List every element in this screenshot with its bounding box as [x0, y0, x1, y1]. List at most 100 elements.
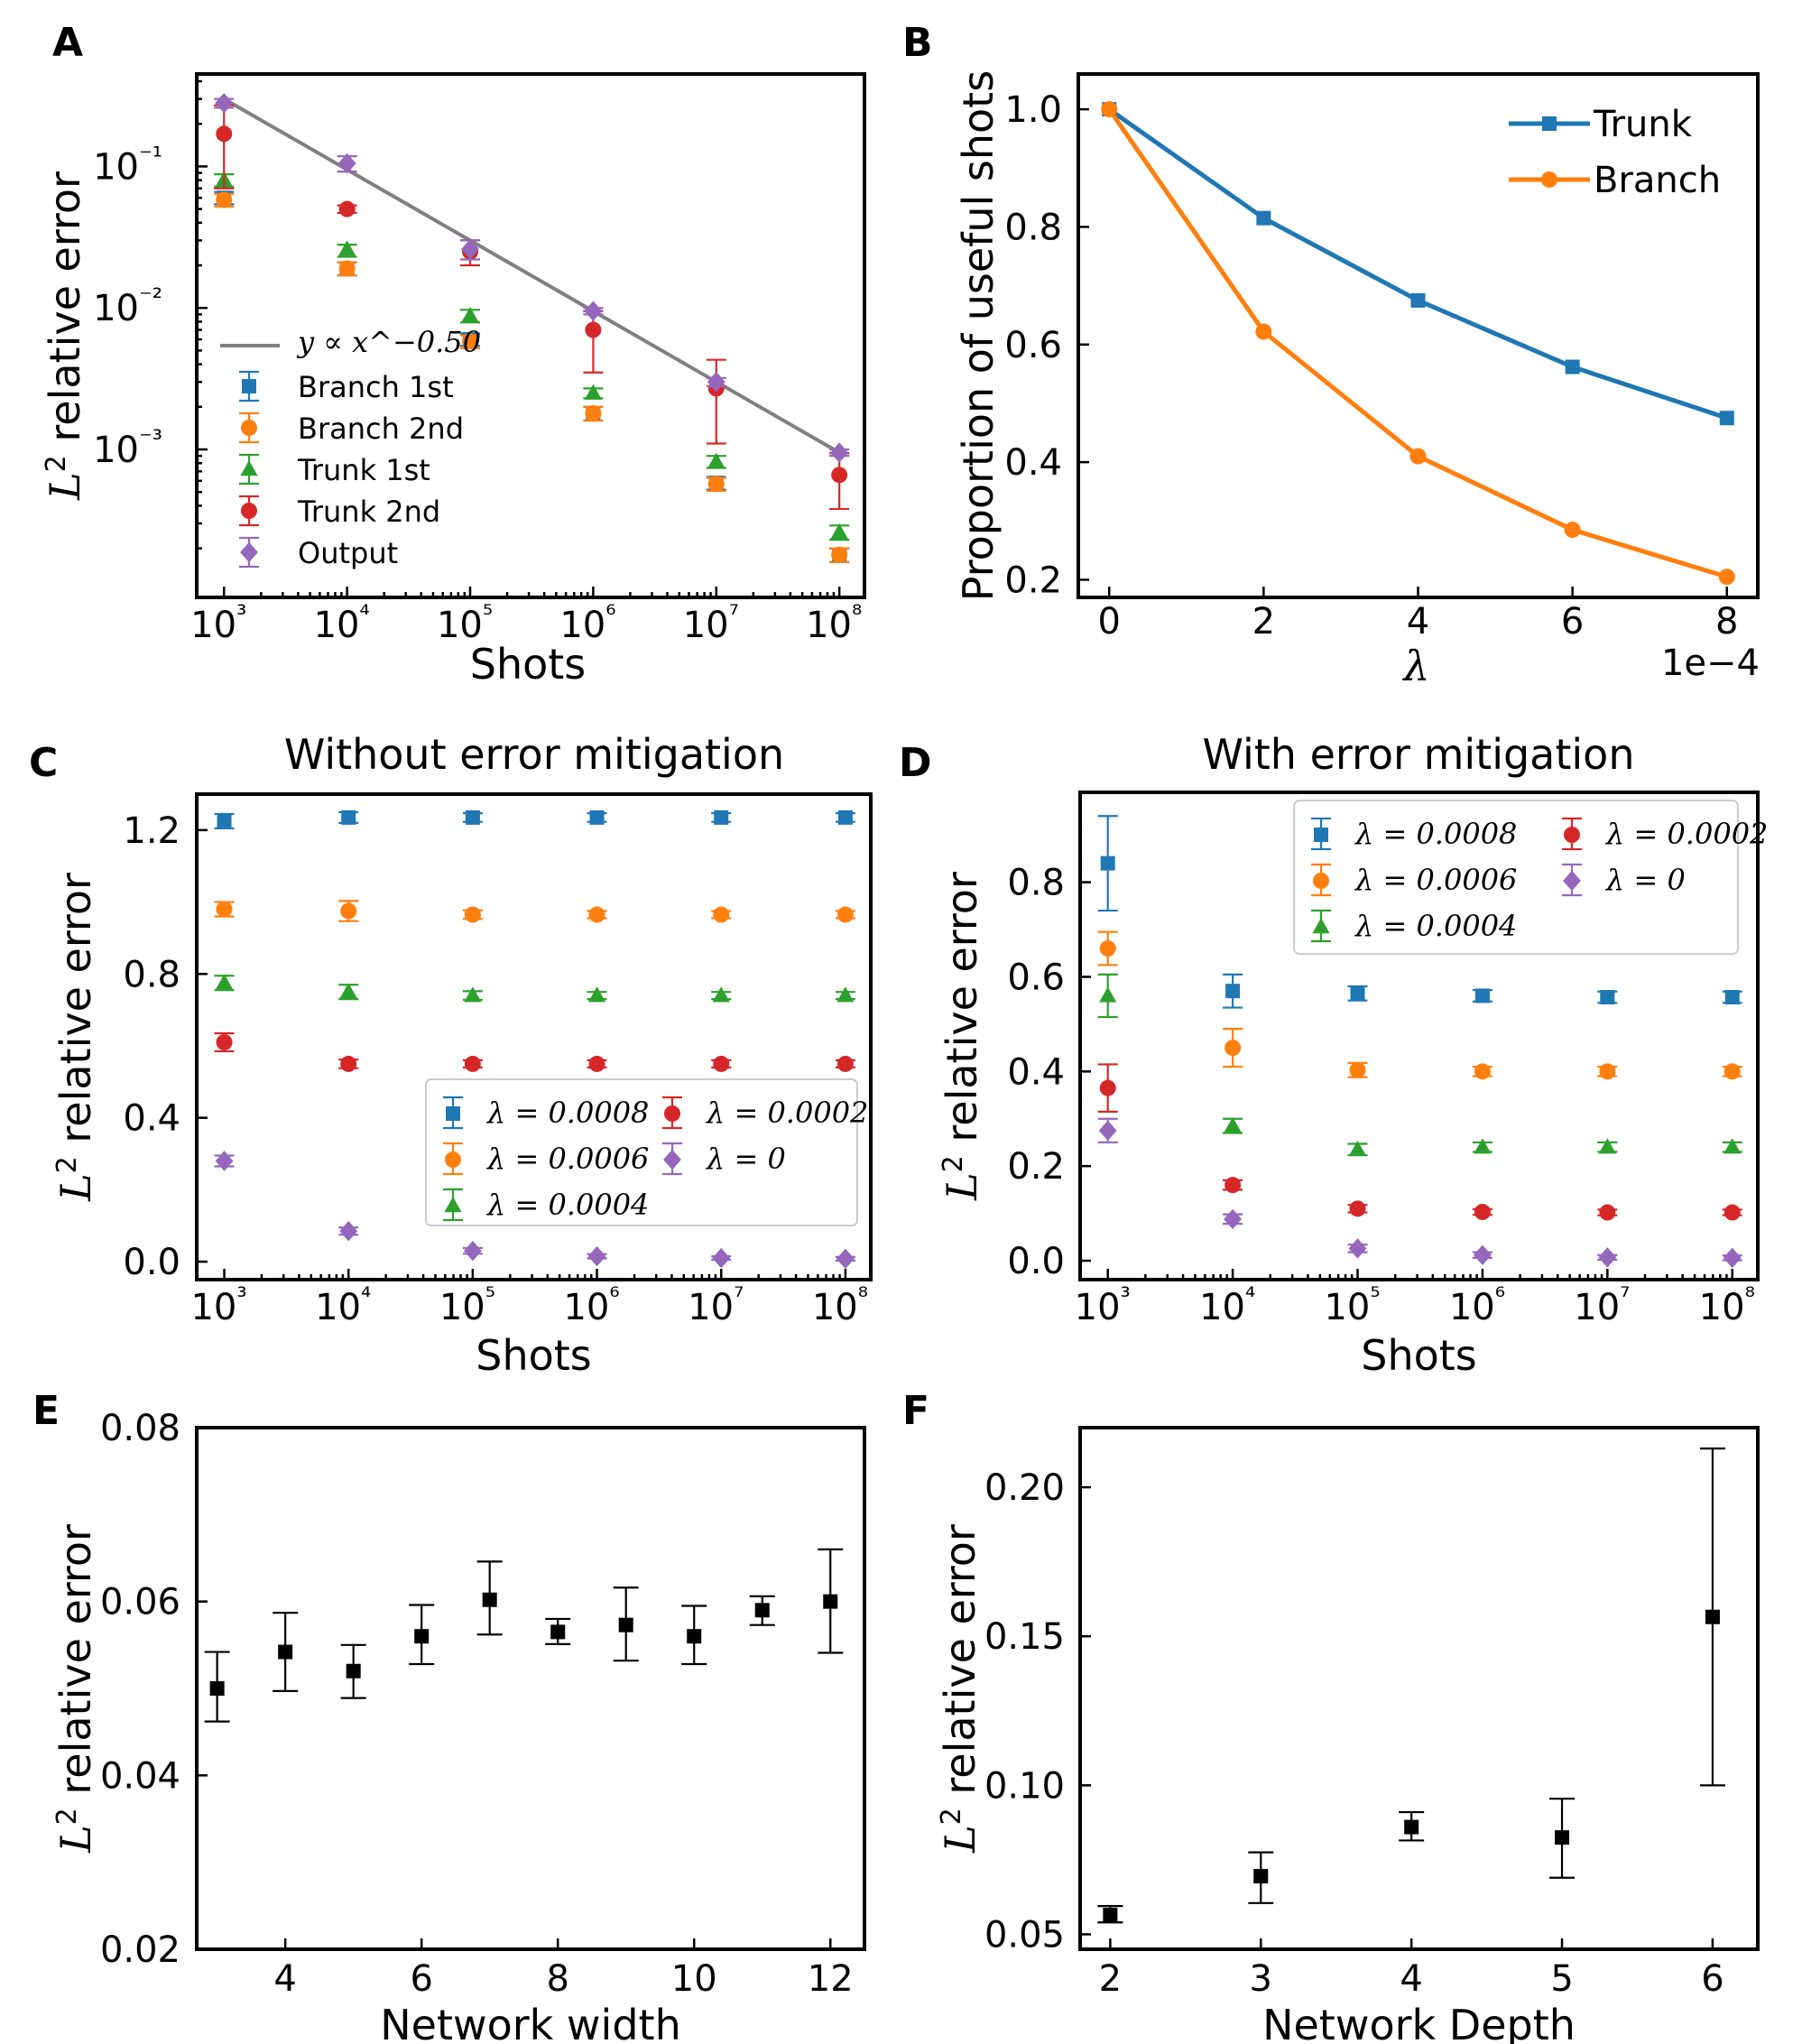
data-point	[1348, 1238, 1367, 1259]
legend-marker	[446, 1106, 460, 1121]
panel-a: A 10³ 10⁴ 10⁵ 10⁶ 10⁷ 10⁸ 10⁻¹ 10⁻² 10⁻³ Shots L2 r…	[41, 20, 866, 689]
legend-label: Trunk	[1593, 104, 1693, 145]
y-tick-label: 1.2	[123, 810, 180, 852]
data-point	[836, 986, 855, 1003]
x-tick-label: 10⁶	[559, 599, 615, 646]
data-point	[1598, 1247, 1617, 1268]
data-point	[215, 93, 234, 114]
legend-label: Output	[298, 536, 398, 570]
data-point	[1599, 1204, 1616, 1221]
legend-marker	[240, 460, 258, 476]
y-tick-label: 0.0	[1007, 1241, 1065, 1282]
data-point	[216, 191, 233, 208]
x-tick-label: 3	[1250, 1958, 1272, 2000]
series-lambda	[214, 1031, 855, 1072]
data-point	[1599, 1063, 1616, 1080]
series-points	[204, 1548, 844, 1723]
data-point	[830, 523, 848, 539]
x-axis-label: Shots	[470, 640, 587, 689]
x-tick-label: 10⁷	[688, 1281, 744, 1328]
x-tick-label: 4	[1400, 1958, 1422, 2000]
legend-marker	[1542, 116, 1557, 131]
data-point	[1098, 1120, 1117, 1142]
y-tick-label: 10⁻¹	[93, 141, 162, 188]
x-tick-label: 10⁶	[563, 1281, 619, 1328]
y-tick-label: 0.4	[1007, 1051, 1065, 1093]
legend-marker	[1312, 918, 1330, 934]
y-axis-label: Proportion of useful shots	[954, 70, 1003, 601]
data-point	[1099, 1079, 1116, 1096]
y-tick-label: 0.4	[123, 1098, 180, 1140]
x-tick-label: 10³	[190, 1281, 246, 1328]
data-point	[1474, 1138, 1492, 1154]
series-line	[1107, 107, 1728, 421]
series-lambda	[214, 900, 855, 923]
data-point	[337, 153, 356, 174]
legend-label: λ = 0	[705, 1142, 786, 1176]
legend: λ = 0.0008 λ = 0.0006 λ = 0.0004 λ = 0.0002…	[425, 1078, 868, 1226]
legend-label: Branch	[1594, 160, 1721, 201]
legend-label: y ∝ x^−0.50	[296, 325, 481, 359]
legend-label: λ = 0.0008	[1354, 817, 1517, 851]
legend-label: λ = 0.0004	[485, 1188, 649, 1222]
data-point	[341, 809, 356, 825]
data-point	[482, 1592, 497, 1607]
data-point	[713, 1055, 730, 1072]
panel-b: B 0 2 4 6 8 0.2 0.4 0.6 0.8 1.0 λ 1e−4 Proportion of …	[902, 20, 1760, 690]
data-point	[1410, 292, 1426, 308]
y-tick-label: 0.2	[1007, 1146, 1065, 1188]
data-point	[1103, 1908, 1118, 1923]
panel-e: E 4 6 8 10 12 0.02 0.04 0.06 0.08 Network width L2 …	[32, 1388, 866, 2044]
series-lambda	[214, 974, 855, 1003]
series-points	[1097, 1447, 1725, 1924]
x-tick-label: 10⁶	[1449, 1281, 1505, 1328]
data-point	[584, 384, 602, 400]
panel-letter: F	[902, 1388, 929, 1434]
panel-letter: E	[32, 1388, 60, 1434]
data-point	[1224, 1040, 1242, 1057]
data-point	[216, 125, 233, 143]
data-point	[1101, 101, 1118, 118]
data-point	[1099, 986, 1117, 1003]
x-tick-label: 6	[410, 1958, 432, 2000]
data-point	[1256, 210, 1271, 226]
data-point	[588, 1055, 605, 1072]
legend-marker	[1313, 873, 1329, 889]
x-tick-label: 12	[808, 1958, 854, 2000]
y-tick-label: 0.8	[123, 954, 180, 995]
data-point	[278, 1644, 293, 1660]
plot-frame	[195, 792, 873, 1281]
data-point	[584, 301, 603, 321]
x-tick-label: 10⁷	[683, 599, 739, 646]
legend-marker	[663, 1149, 681, 1170]
x-tick-label: 10³	[1075, 1281, 1131, 1328]
data-point	[1723, 1247, 1742, 1269]
data-point	[1705, 1609, 1720, 1624]
panel-letter: C	[29, 740, 58, 786]
x-tick-label: 10⁸	[812, 1281, 868, 1328]
data-point	[587, 1245, 606, 1267]
y-tick-label: 0.20	[984, 1467, 1065, 1509]
data-point	[1474, 1063, 1491, 1080]
data-point	[1724, 990, 1740, 1005]
legend-marker	[444, 1197, 462, 1213]
series-lambda	[1097, 973, 1742, 1157]
x-axis-label: Network width	[380, 2001, 680, 2044]
legend-marker	[664, 1105, 680, 1122]
series-output	[214, 93, 850, 463]
y-axis-label: L2 relative error	[41, 171, 89, 501]
data-point	[1255, 323, 1272, 340]
legend: Trunk Branch	[1509, 104, 1721, 201]
data-point	[1718, 569, 1735, 586]
data-point	[338, 200, 356, 217]
data-point	[339, 1221, 358, 1242]
x-tick-label: 10⁴	[1199, 1281, 1255, 1328]
data-point	[836, 1055, 854, 1072]
series-lambda	[1097, 1063, 1742, 1221]
y-tick-label: 10⁻³	[93, 424, 162, 471]
x-tick-label: 4	[1407, 601, 1429, 643]
y-tick-label: 0.02	[100, 1929, 180, 1971]
data-point	[338, 260, 356, 277]
data-point	[464, 1055, 481, 1072]
